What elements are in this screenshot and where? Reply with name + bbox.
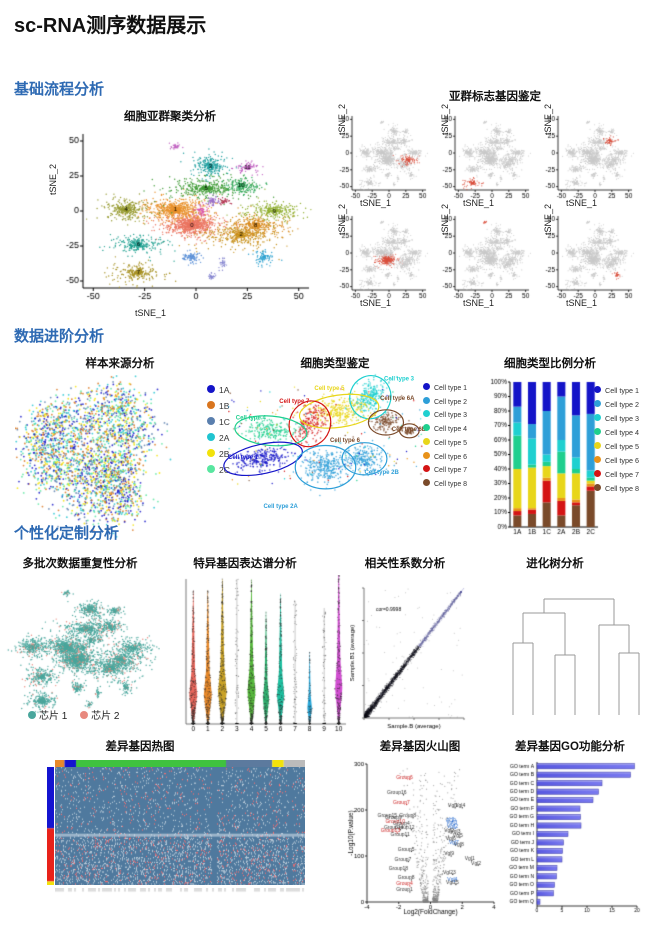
svg-text:Cell type 5: Cell type 5: [314, 386, 345, 392]
svg-text:Cell type 6A: Cell type 6A: [380, 396, 415, 402]
svg-text:Cell type 2A: Cell type 2A: [263, 504, 298, 510]
svg-text:Cell type 6B: Cell type 6B: [392, 427, 427, 433]
svg-text:Cell type 2B: Cell type 2B: [365, 470, 400, 476]
svg-text:Cell type 4: Cell type 4: [236, 416, 267, 422]
svg-text:Cell type 3: Cell type 3: [384, 376, 415, 382]
svg-text:Cell type 7: Cell type 7: [279, 399, 310, 405]
svg-text:Cell type 1: Cell type 1: [228, 455, 259, 461]
svg-text:Cell type 6: Cell type 6: [330, 438, 361, 444]
